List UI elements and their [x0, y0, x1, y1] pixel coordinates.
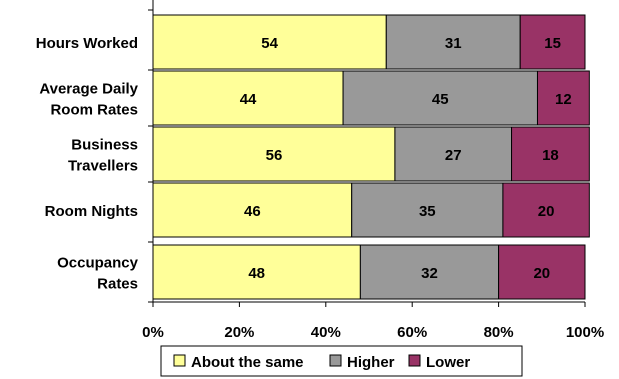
legend-swatch: [329, 354, 342, 367]
category-label: Average Daily Room Rates: [39, 81, 138, 119]
data-label: 44: [240, 91, 257, 108]
category-label-line: Room Nights: [45, 203, 138, 220]
x-tick-label: 40%: [311, 324, 341, 341]
x-tick-label: 60%: [397, 324, 427, 341]
data-label: 20: [533, 265, 550, 282]
bar-segment: [152, 126, 396, 182]
category-label: Hours Worked: [36, 35, 138, 52]
category-label-line: Occupancy: [57, 255, 139, 272]
category-label-line: Average Daily: [39, 81, 138, 98]
x-tick-label: 80%: [484, 324, 514, 341]
category-labels: Hours Worked Average Daily Room Rates Busin…: [36, 35, 139, 293]
data-label: 45: [432, 91, 449, 108]
bar-segment: [152, 182, 353, 238]
data-label: 27: [445, 147, 462, 164]
bar-segment: [342, 70, 538, 126]
x-tick-label: 100%: [566, 324, 604, 341]
legend-label: About the same: [191, 354, 304, 371]
bars: 54 31 15 44 45 12 56 27 18 46 35 20 48 32 20: [152, 14, 590, 300]
data-label: 46: [244, 203, 261, 220]
bar-segment: [536, 70, 590, 126]
data-label: 48: [248, 265, 265, 282]
bar-segment: [511, 126, 590, 182]
category-label: Room Nights: [45, 203, 138, 220]
data-label: 12: [555, 91, 572, 108]
legend-label: Lower: [426, 354, 470, 371]
bar-segment: [152, 244, 361, 300]
x-tick-label: 0%: [142, 324, 164, 341]
x-tick-labels: 0% 20% 40% 60% 80% 100%: [142, 324, 604, 341]
data-label: 54: [261, 35, 278, 52]
category-label-line: Hours Worked: [36, 35, 138, 52]
category-label-line: Rates: [97, 276, 138, 293]
data-label: 35: [419, 203, 436, 220]
legend: About the same Higher Lower: [160, 345, 523, 377]
bar-segment: [498, 244, 586, 300]
category-label-line: Business: [71, 137, 138, 154]
data-label: 20: [538, 203, 555, 220]
category-label: Business Travellers: [68, 137, 138, 175]
bar-segment: [359, 244, 500, 300]
bar-segment: [519, 14, 586, 70]
data-label: 31: [445, 35, 462, 52]
data-label: 18: [542, 147, 559, 164]
legend-label: Higher: [347, 354, 395, 371]
data-label: 56: [266, 147, 283, 164]
bar-segment: [502, 182, 590, 238]
category-label: Occupancy Rates: [57, 255, 139, 293]
legend-swatch: [408, 354, 421, 367]
bar-segment: [394, 126, 513, 182]
category-label-line: Room Rates: [50, 102, 138, 119]
x-tick-label: 20%: [224, 324, 254, 341]
data-label: 15: [544, 35, 561, 52]
category-label-line: Travellers: [68, 158, 138, 175]
legend-swatch: [173, 354, 186, 367]
data-label: 32: [421, 265, 438, 282]
bar-segment: [351, 182, 504, 238]
